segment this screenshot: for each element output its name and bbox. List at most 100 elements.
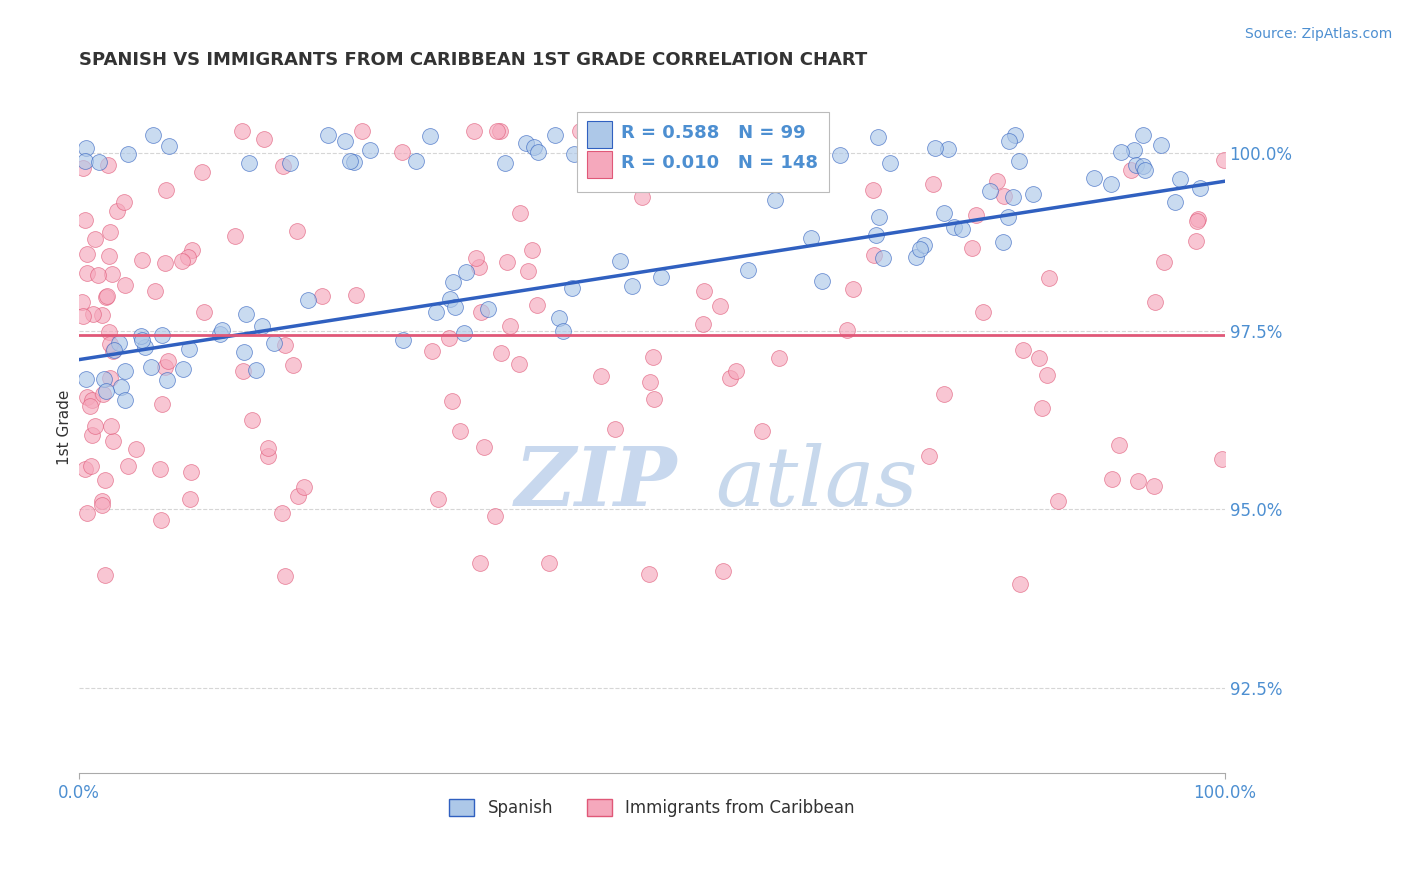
Point: [1002, 190, 1025, 204]
Point: [125, 442, 148, 457]
Point: [842, 282, 865, 296]
Point: [112, 195, 135, 210]
Point: [936, 142, 959, 156]
Point: [865, 227, 887, 242]
Point: [468, 557, 491, 571]
Point: [101, 434, 124, 449]
Point: [1036, 368, 1059, 382]
Point: [979, 184, 1001, 198]
Point: [794, 143, 817, 157]
Point: [142, 128, 165, 143]
Point: [90, 309, 112, 323]
Point: [103, 344, 125, 359]
Bar: [578, 112, 830, 192]
Point: [472, 440, 495, 454]
Point: [333, 134, 356, 148]
Point: [527, 145, 550, 159]
Point: [232, 364, 254, 378]
Point: [751, 424, 773, 438]
Point: [470, 305, 492, 319]
Point: [993, 189, 1015, 203]
Point: [405, 153, 427, 168]
Point: [76, 246, 98, 260]
Point: [94, 384, 117, 399]
Point: [620, 278, 643, 293]
Point: [1133, 162, 1156, 177]
Point: [292, 480, 315, 494]
Point: [98, 249, 121, 263]
Bar: [586, 120, 612, 148]
Point: [993, 235, 1015, 250]
Point: [1108, 437, 1130, 451]
Point: [359, 143, 381, 157]
Text: R = 0.588   N = 99: R = 0.588 N = 99: [621, 124, 806, 142]
Point: [934, 206, 956, 220]
Point: [257, 449, 280, 463]
Point: [73, 212, 96, 227]
Point: [477, 301, 499, 316]
Point: [87, 155, 110, 169]
Point: [725, 363, 748, 377]
Point: [1185, 214, 1208, 228]
Point: [311, 289, 333, 303]
Point: [155, 183, 177, 197]
Point: [463, 124, 485, 138]
Point: [93, 473, 115, 487]
Point: [515, 136, 537, 150]
Text: SPANISH VS IMMIGRANTS FROM CARIBBEAN 1ST GRADE CORRELATION CHART: SPANISH VS IMMIGRANTS FROM CARIBBEAN 1ST…: [79, 51, 868, 69]
Point: [224, 229, 246, 244]
Point: [523, 140, 546, 154]
Point: [439, 292, 461, 306]
Point: [84, 419, 107, 434]
Point: [179, 492, 201, 507]
Point: [180, 465, 202, 479]
Point: [484, 509, 506, 524]
Point: [72, 161, 94, 175]
Point: [537, 556, 560, 570]
Point: [153, 256, 176, 270]
Point: [253, 132, 276, 146]
Text: R = 0.010   N = 148: R = 0.010 N = 148: [621, 154, 818, 172]
Point: [693, 284, 716, 298]
Point: [318, 128, 340, 142]
Y-axis label: 1st Grade: 1st Grade: [58, 390, 72, 465]
Point: [155, 359, 177, 374]
Point: [131, 333, 153, 347]
Legend: Spanish, Immigrants from Caribbean: Spanish, Immigrants from Caribbean: [443, 792, 860, 824]
Point: [75, 372, 97, 386]
Point: [517, 263, 540, 277]
Point: [193, 305, 215, 319]
Point: [1007, 154, 1029, 169]
Point: [98, 225, 121, 239]
Point: [177, 250, 200, 264]
Point: [453, 326, 475, 341]
Point: [134, 340, 156, 354]
Point: [209, 326, 232, 341]
Point: [564, 147, 586, 161]
Point: [1187, 212, 1209, 227]
Point: [91, 386, 114, 401]
Point: [1143, 294, 1166, 309]
Point: [1211, 452, 1233, 467]
Point: [544, 128, 567, 143]
Point: [872, 251, 894, 265]
Point: [287, 490, 309, 504]
Point: [439, 331, 461, 345]
Point: [489, 346, 512, 360]
Point: [972, 305, 994, 319]
Point: [91, 494, 114, 508]
Point: [443, 300, 465, 314]
Point: [1028, 351, 1050, 366]
Point: [87, 268, 110, 282]
Bar: [586, 151, 612, 178]
Point: [108, 336, 131, 351]
Point: [1143, 479, 1166, 493]
Point: [905, 250, 928, 264]
Point: [1164, 194, 1187, 209]
Point: [80, 428, 103, 442]
Point: [114, 278, 136, 293]
Point: [274, 568, 297, 582]
Point: [693, 149, 716, 163]
Point: [156, 373, 179, 387]
Point: [609, 253, 631, 268]
